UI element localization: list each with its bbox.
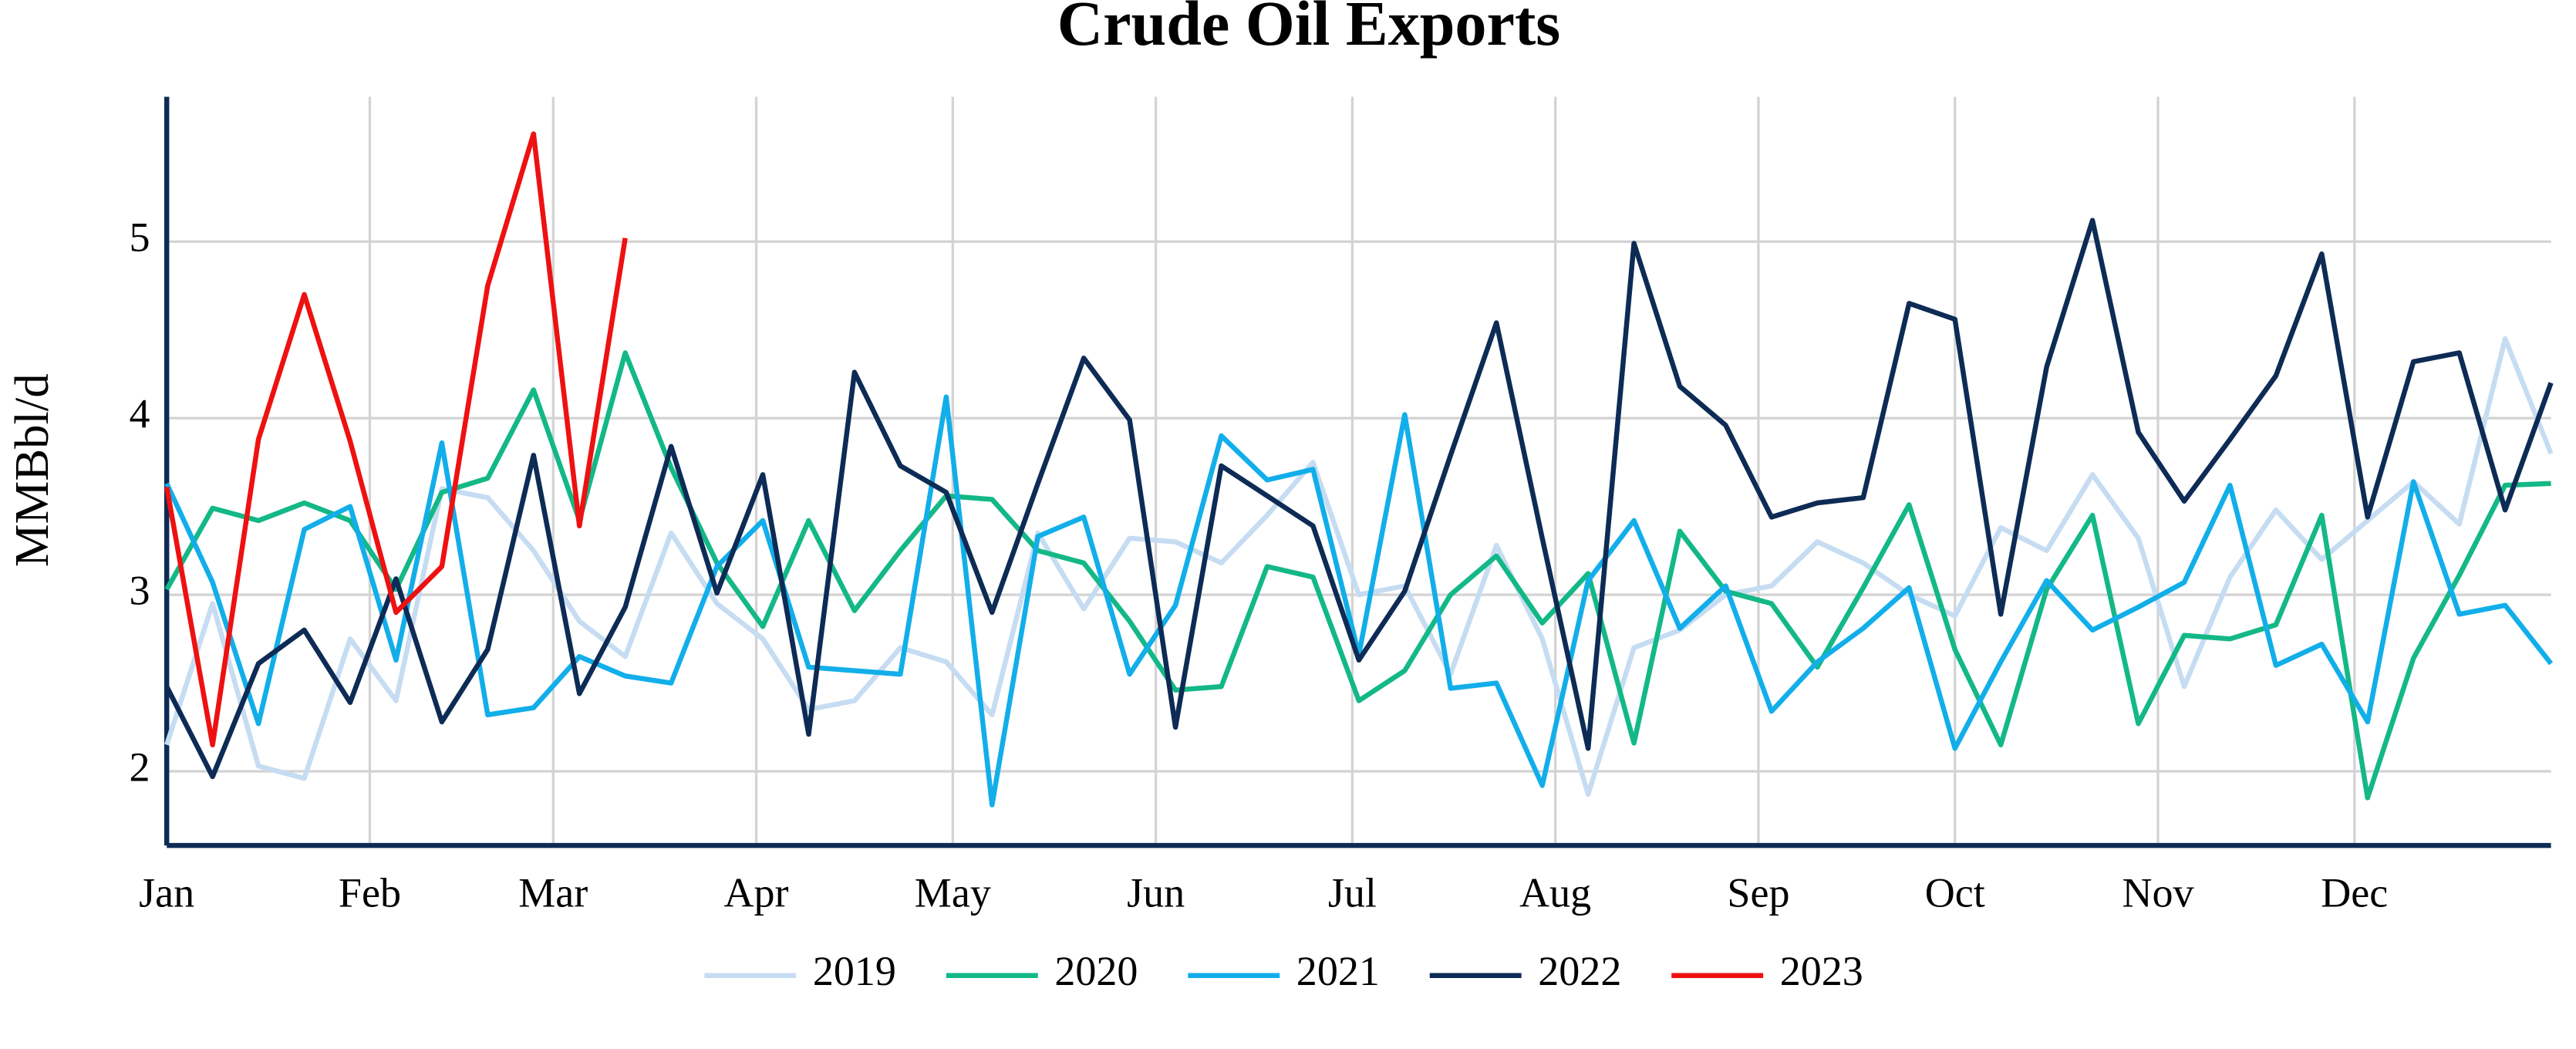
legend-label: 2019	[813, 948, 896, 994]
x-tick-label: Jul	[1328, 870, 1377, 916]
legend-label: 2022	[1538, 948, 1621, 994]
x-tick-label: Oct	[1925, 870, 1985, 916]
x-tick-label: Apr	[724, 870, 789, 916]
x-tick-label: Sep	[1727, 870, 1789, 916]
x-tick-label: Jan	[139, 870, 194, 916]
x-tick-label: Jun	[1127, 870, 1185, 916]
series-line	[164, 394, 2554, 808]
series-line	[164, 350, 2551, 801]
legend-label: 2020	[1054, 948, 1138, 994]
x-tick-label: May	[915, 870, 991, 916]
chart-title: Crude Oil Exports	[1057, 0, 1560, 59]
legend-label: 2021	[1296, 948, 1380, 994]
x-tick-label: Dec	[2321, 870, 2388, 916]
y-tick-label: 3	[130, 567, 150, 613]
x-tick-label: Aug	[1519, 870, 1591, 916]
y-tick-label: 2	[130, 744, 150, 790]
series-line	[164, 336, 2554, 798]
y-tick-label: 5	[130, 214, 150, 261]
y-axis-label: MMBbl/d	[5, 373, 59, 567]
legend-label: 2023	[1780, 948, 1863, 994]
x-tick-label: Nov	[2122, 870, 2194, 916]
y-tick-label: 4	[130, 391, 150, 437]
x-tick-label: Feb	[339, 870, 401, 916]
series-line	[164, 131, 628, 747]
x-tick-label: Mar	[518, 870, 588, 916]
series-line	[164, 218, 2554, 780]
